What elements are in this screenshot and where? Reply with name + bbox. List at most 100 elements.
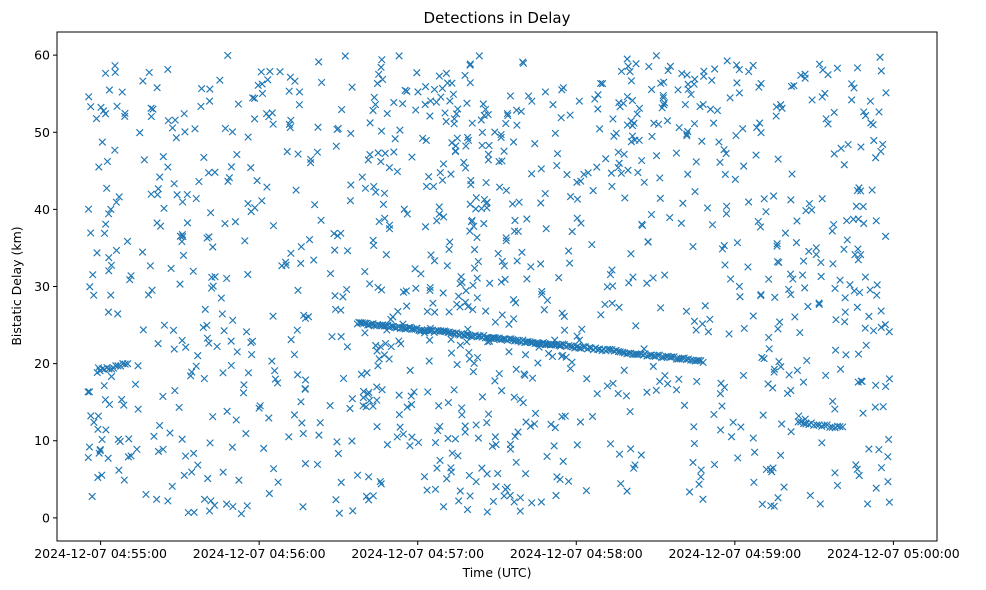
data-point: [401, 86, 409, 95]
data-point: [885, 498, 894, 506]
data-point: [510, 227, 519, 235]
data-point: [543, 452, 551, 461]
data-point: [285, 87, 293, 95]
data-point: [220, 327, 228, 335]
data-point: [523, 275, 531, 283]
data-point: [765, 345, 773, 353]
data-point: [735, 65, 744, 74]
data-point: [560, 312, 569, 321]
data-point: [489, 497, 498, 506]
data-point: [183, 190, 191, 199]
data-point: [509, 296, 518, 304]
data-point: [861, 273, 870, 281]
data-point: [297, 398, 305, 406]
data-point: [491, 433, 500, 441]
data-point: [666, 62, 675, 71]
data-point: [391, 135, 399, 143]
data-point: [837, 144, 845, 153]
data-point: [808, 96, 816, 104]
data-point: [624, 166, 632, 174]
data-point: [365, 388, 373, 397]
data-point: [853, 303, 862, 311]
data-point: [358, 173, 366, 181]
data-point: [710, 460, 719, 469]
data-point: [859, 202, 867, 211]
data-point: [377, 480, 385, 488]
data-point: [684, 170, 692, 178]
data-point: [387, 315, 395, 324]
data-point: [540, 306, 549, 314]
data-point: [286, 123, 294, 132]
data-point: [211, 168, 219, 176]
data-point: [734, 454, 742, 462]
data-point: [541, 88, 550, 96]
data-point: [609, 379, 617, 388]
data-point: [881, 320, 890, 329]
data-point: [607, 169, 616, 177]
data-point: [232, 416, 240, 424]
data-point: [473, 353, 482, 362]
data-point: [121, 112, 129, 121]
data-point: [265, 489, 274, 498]
data-point: [88, 492, 96, 501]
data-point: [740, 324, 748, 333]
data-point: [855, 288, 864, 297]
data-point: [678, 354, 687, 362]
data-point: [689, 242, 697, 251]
data-point: [783, 389, 792, 398]
data-point: [166, 429, 174, 437]
data-point: [480, 219, 488, 228]
data-point: [498, 311, 506, 319]
data-point: [390, 148, 398, 156]
data-point: [819, 66, 827, 74]
data-point: [95, 163, 103, 171]
data-point: [860, 108, 868, 116]
data-point: [831, 405, 839, 413]
data-point: [159, 445, 167, 454]
data-point: [286, 73, 295, 81]
data-point: [101, 110, 110, 118]
data-point: [867, 119, 875, 127]
data-point: [722, 210, 731, 218]
data-point: [93, 249, 101, 257]
data-point: [755, 83, 763, 91]
data-point: [547, 420, 555, 429]
data-point: [244, 199, 252, 208]
data-point: [467, 181, 475, 189]
data-point: [737, 423, 745, 431]
data-point: [690, 80, 698, 88]
data-point: [424, 388, 432, 396]
data-point: [120, 476, 129, 484]
data-point: [512, 336, 520, 345]
data-point: [498, 257, 507, 266]
data-point: [760, 354, 768, 363]
data-point: [710, 410, 718, 419]
data-point: [164, 497, 172, 505]
y-axis: 0 10 20 30 40 50 60: [34, 48, 57, 525]
data-point: [530, 420, 539, 428]
data-point: [840, 318, 849, 326]
data-point: [149, 105, 157, 113]
data-point: [454, 292, 463, 300]
data-point: [472, 205, 480, 213]
data-point: [164, 163, 172, 171]
data-point: [216, 76, 224, 84]
data-point: [510, 498, 518, 506]
data-point: [762, 207, 770, 216]
data-point: [872, 217, 880, 225]
data-point: [184, 508, 193, 517]
data-point: [178, 198, 187, 206]
data-point: [852, 202, 861, 210]
data-point: [420, 472, 429, 481]
data-point: [836, 365, 845, 373]
data-point: [456, 341, 465, 349]
data-point: [573, 332, 581, 340]
data-point: [431, 485, 440, 493]
data-point: [722, 202, 731, 211]
data-point: [484, 110, 492, 119]
data-point: [395, 410, 404, 419]
data-point: [170, 345, 178, 353]
data-point: [842, 217, 851, 225]
data-point: [469, 305, 477, 314]
